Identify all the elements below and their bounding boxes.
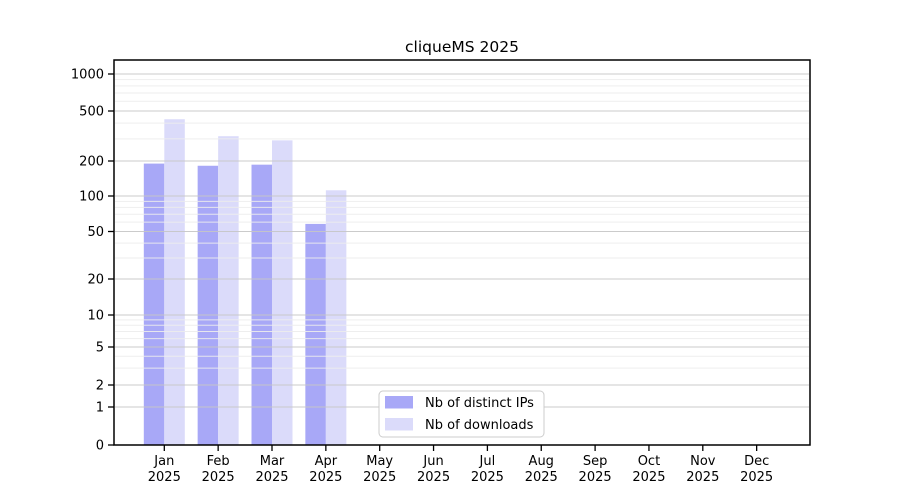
legend-label-nb-of-downloads: Nb of downloads (425, 418, 534, 433)
bar-nb-of-distinct-ips-jan-2025 (143, 163, 165, 445)
x-axis-label-feb-2025: Feb 2025 (202, 454, 235, 485)
y-axis-label-20: 20 (87, 273, 104, 288)
x-axis-label-dec-2025: Dec 2025 (740, 454, 773, 485)
x-axis-label-may-2025: May 2025 (363, 454, 396, 485)
x-axis-label-jul-2025: Jul 2025 (471, 454, 504, 485)
y-axis-label-0: 0 (96, 439, 104, 454)
y-axis-label-1000: 1000 (71, 68, 104, 83)
x-axis-label-mar-2025: Mar 2025 (255, 454, 288, 485)
bar-nb-of-downloads-mar-2025 (272, 140, 293, 445)
x-axis-label-apr-2025: Apr 2025 (309, 454, 342, 485)
y-axis-label-1: 1 (96, 401, 104, 416)
bar-nb-of-distinct-ips-feb-2025 (197, 165, 219, 446)
gridlines-group (115, 73, 809, 408)
x-axis-label-nov-2025: Nov 2025 (686, 454, 719, 485)
legend-swatch-nb-of-downloads (385, 418, 413, 431)
x-axis: Jan 2025 Feb 2025 Mar 2025 Apr 2025 May 2025 Jun 20… (148, 445, 773, 485)
y-axis-label-50: 50 (87, 225, 104, 240)
plot-border (113, 59, 811, 446)
legend: Nb of distinct IPs Nb of downloads (378, 390, 545, 438)
bar-nb-of-distinct-ips-apr-2025 (305, 223, 326, 445)
legend-label-nb-of-distinct-ips: Nb of distinct IPs (425, 396, 534, 411)
y-axis-label-100: 100 (79, 190, 104, 205)
y-axis-label-200: 200 (79, 155, 104, 170)
x-axis-label-oct-2025: Oct 2025 (632, 454, 665, 485)
chart-title: cliqueMS 2025 (405, 38, 519, 56)
x-axis-label-jan-2025: Jan 2025 (148, 454, 181, 485)
y-axis-label-500: 500 (79, 105, 104, 120)
bar-nb-of-distinct-ips-mar-2025 (251, 164, 272, 445)
y-axis-label-5: 5 (96, 341, 104, 356)
y-axis: 0 1 2 5 10 20 50 100 200 500 1000 (71, 68, 114, 454)
bar-nb-of-downloads-jan-2025 (164, 119, 185, 446)
bar-nb-of-downloads-feb-2025 (218, 136, 239, 445)
x-axis-label-sep-2025: Sep 2025 (579, 454, 612, 485)
y-axis-label-2: 2 (96, 379, 104, 394)
legend-box (378, 390, 545, 438)
legend-swatch-nb-of-distinct-ips (385, 396, 413, 409)
x-axis-label-jun-2025: Jun 2025 (417, 454, 450, 485)
bar-nb-of-downloads-apr-2025 (325, 190, 347, 445)
x-axis-label-aug-2025: Aug 2025 (525, 454, 558, 485)
y-axis-label-10: 10 (87, 309, 104, 324)
